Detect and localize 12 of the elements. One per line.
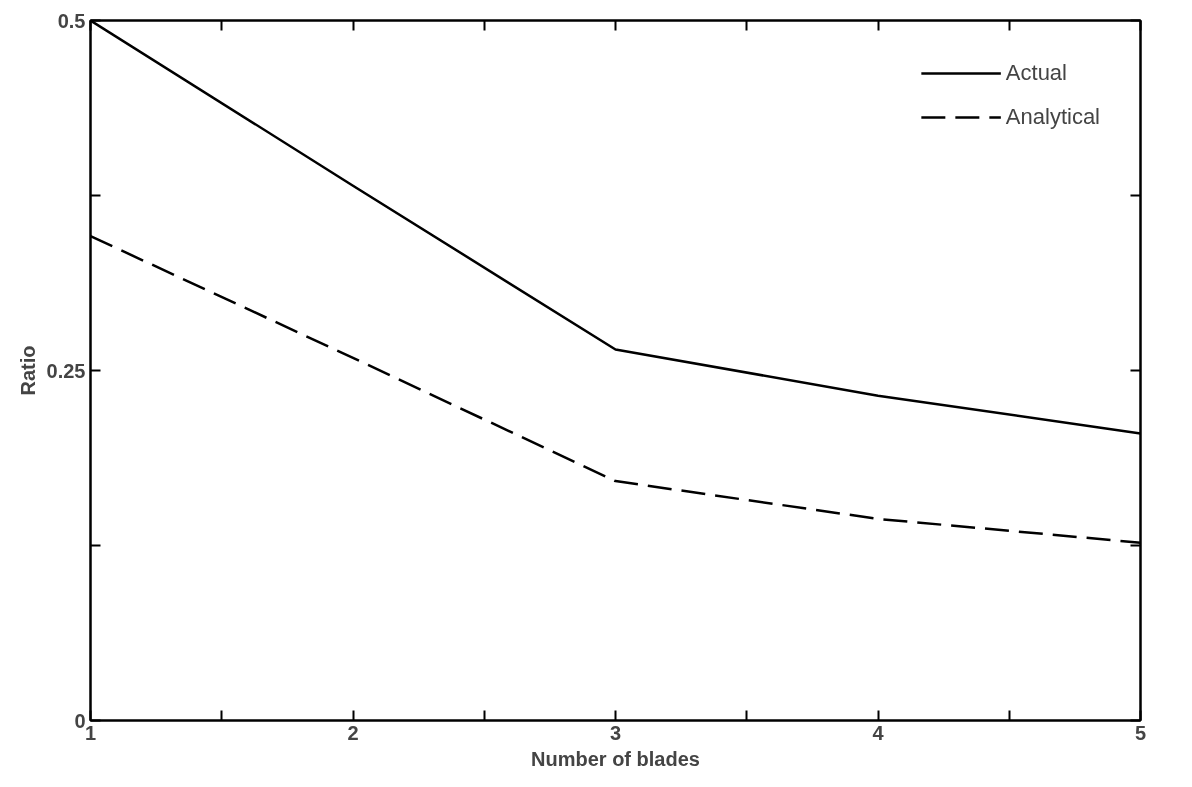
y-axis-title: Ratio [16,345,39,396]
x-tick-label: 3 [609,721,622,744]
y-tick-label: 0.5 [57,9,86,32]
legend-label: Actual [1005,60,1067,86]
x-axis-title: Number of blades [531,747,700,770]
y-tick-label: 0 [74,709,86,732]
legend-label: Analytical [1005,104,1100,130]
x-tick-label: 1 [84,721,97,744]
x-tick-label: 5 [1134,721,1147,744]
x-tick-label: 2 [347,721,359,744]
y-tick-label: 0.25 [46,359,86,382]
x-tick-label: 4 [872,721,885,744]
